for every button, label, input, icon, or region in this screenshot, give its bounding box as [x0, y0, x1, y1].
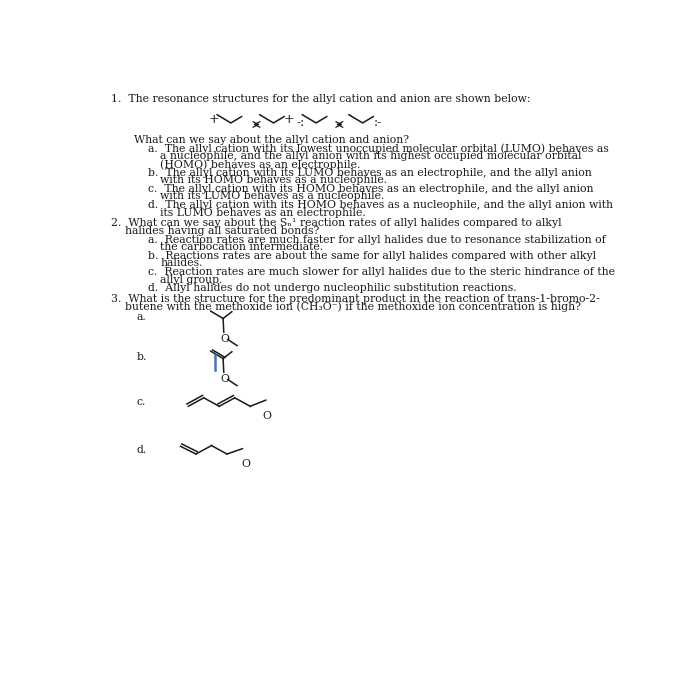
Text: with its LUMO behaves as a nucleophile.: with its LUMO behaves as a nucleophile.: [160, 191, 385, 201]
Text: (HOMO) behaves as an electrophile.: (HOMO) behaves as an electrophile.: [160, 159, 360, 170]
Text: its LUMO behaves as an electrophile.: its LUMO behaves as an electrophile.: [160, 207, 366, 218]
Text: d.  Allyl halides do not undergo nucleophilic substitution reactions.: d. Allyl halides do not undergo nucleoph…: [148, 283, 517, 293]
Text: with its HOMO behaves as a nucleophile.: with its HOMO behaves as a nucleophile.: [160, 176, 388, 185]
Text: 3.  What is the structure for the predominant product in the reaction of trans-1: 3. What is the structure for the predomi…: [111, 294, 599, 304]
Text: 1.  The resonance structures for the allyl cation and anion are shown below:: 1. The resonance structures for the ally…: [111, 94, 531, 104]
Text: +: +: [284, 113, 294, 126]
Text: halides having all saturated bonds?: halides having all saturated bonds?: [125, 226, 319, 236]
Text: What can we say about the allyl cation and anion?: What can we say about the allyl cation a…: [134, 135, 409, 145]
Text: O: O: [241, 460, 250, 469]
Text: d.: d.: [136, 445, 146, 455]
Text: d.  The allyl cation with its HOMO behaves as a nucleophile, and the allyl anion: d. The allyl cation with its HOMO behave…: [148, 200, 613, 210]
Text: the carbocation intermediate.: the carbocation intermediate.: [160, 242, 323, 252]
Text: c.  Reaction rates are much slower for allyl halides due to the steric hindrance: c. Reaction rates are much slower for al…: [148, 267, 615, 277]
Text: a.  Reaction rates are much faster for allyl halides due to resonance stabilizat: a. Reaction rates are much faster for al…: [148, 235, 606, 245]
Text: butene with the methoxide ion (CH₃O⁻) if the methoxide ion concentration is high: butene with the methoxide ion (CH₃O⁻) if…: [125, 302, 580, 312]
Text: a.  The allyl cation with its lowest unoccupied molecular orbital (LUMO) behaves: a. The allyl cation with its lowest unoc…: [148, 144, 609, 155]
Text: 2.  What can we say about the Sₙ¹ reaction rates of allyl halides compared to al: 2. What can we say about the Sₙ¹ reactio…: [111, 218, 561, 228]
Text: :-: :-: [374, 116, 382, 129]
Text: O: O: [220, 334, 229, 344]
Text: -:: -:: [297, 116, 304, 129]
Text: a.: a.: [136, 313, 146, 322]
Text: b.  The allyl cation with its LUMO behaves as an electrophile, and the allyl ani: b. The allyl cation with its LUMO behave…: [148, 167, 592, 178]
Text: allyl group.: allyl group.: [160, 275, 223, 285]
Text: O: O: [220, 374, 229, 384]
Text: b.: b.: [136, 353, 147, 363]
Text: +: +: [209, 113, 219, 126]
Text: c.  The allyl cation with its HOMO behaves as an electrophile, and the allyl ani: c. The allyl cation with its HOMO behave…: [148, 184, 594, 194]
Text: c.: c.: [136, 397, 146, 407]
Text: halides.: halides.: [160, 258, 203, 268]
Text: a nucleophile, and the allyl anion with its highest occupied molecular orbital: a nucleophile, and the allyl anion with …: [160, 151, 582, 161]
Text: O: O: [262, 411, 272, 421]
Text: b.  Reactions rates are about the same for allyl halides compared with other alk: b. Reactions rates are about the same fo…: [148, 251, 596, 261]
